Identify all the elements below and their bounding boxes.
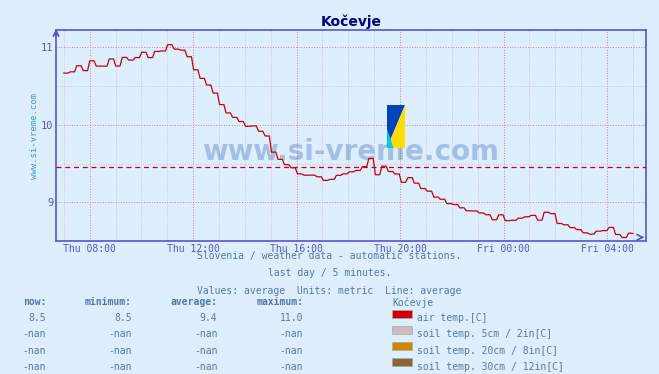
Polygon shape	[387, 129, 393, 148]
Text: last day / 5 minutes.: last day / 5 minutes.	[268, 268, 391, 278]
Text: 8.5: 8.5	[114, 313, 132, 324]
Text: -nan: -nan	[194, 346, 217, 356]
Polygon shape	[387, 105, 405, 148]
Text: -nan: -nan	[279, 329, 303, 340]
Text: -nan: -nan	[22, 346, 46, 356]
Text: -nan: -nan	[279, 346, 303, 356]
Text: -nan: -nan	[22, 329, 46, 340]
Text: -nan: -nan	[108, 346, 132, 356]
Text: -nan: -nan	[108, 329, 132, 340]
Text: 11.0: 11.0	[279, 313, 303, 324]
Text: -nan: -nan	[22, 362, 46, 372]
Text: Slovenia / weather data - automatic stations.: Slovenia / weather data - automatic stat…	[197, 251, 462, 261]
Text: Values: average  Units: metric  Line: average: Values: average Units: metric Line: aver…	[197, 286, 462, 296]
Polygon shape	[387, 105, 405, 148]
Text: -nan: -nan	[108, 362, 132, 372]
Text: average:: average:	[171, 297, 217, 307]
Text: 9.4: 9.4	[200, 313, 217, 324]
Text: minimum:: minimum:	[85, 297, 132, 307]
Text: Kočevje: Kočevje	[392, 297, 433, 308]
Text: now:: now:	[22, 297, 46, 307]
Text: soil temp. 20cm / 8in[C]: soil temp. 20cm / 8in[C]	[417, 346, 558, 356]
Text: 8.5: 8.5	[28, 313, 46, 324]
Text: soil temp. 30cm / 12in[C]: soil temp. 30cm / 12in[C]	[417, 362, 564, 372]
Text: -nan: -nan	[194, 329, 217, 340]
Title: Kočevje: Kočevje	[320, 14, 382, 29]
Y-axis label: www.si-vreme.com: www.si-vreme.com	[30, 93, 40, 178]
Text: -nan: -nan	[194, 362, 217, 372]
Text: maximum:: maximum:	[256, 297, 303, 307]
Text: -nan: -nan	[279, 362, 303, 372]
Text: soil temp. 5cm / 2in[C]: soil temp. 5cm / 2in[C]	[417, 329, 552, 340]
Text: www.si-vreme.com: www.si-vreme.com	[202, 138, 500, 166]
Text: air temp.[C]: air temp.[C]	[417, 313, 488, 324]
